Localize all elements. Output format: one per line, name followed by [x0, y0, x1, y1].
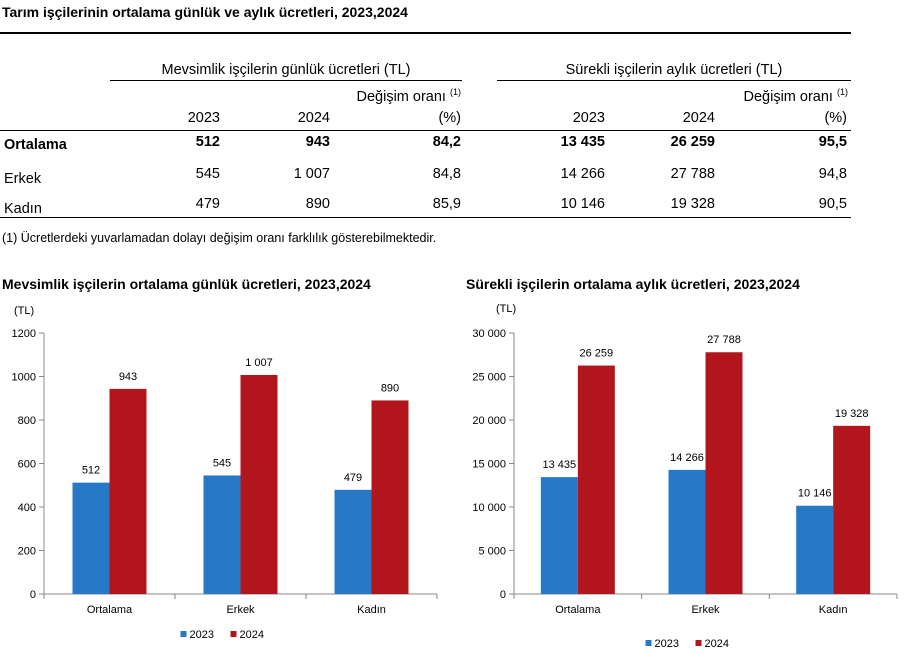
data-label: 479 [344, 472, 362, 484]
x-category-label: Kadın [357, 604, 386, 616]
bar-2024-kadın [371, 400, 409, 594]
y-tick-label: 0 [30, 589, 36, 601]
group2-header-rule [497, 80, 851, 81]
cell-s2024: 943 [305, 134, 330, 150]
y-tick-label: 5 000 [478, 546, 506, 558]
y-tick-label: 200 [18, 546, 36, 558]
cell-p2023: 14 266 [560, 166, 605, 182]
data-label: 13 435 [543, 459, 577, 471]
y-tick-label: 800 [18, 415, 36, 427]
data-label: 1 007 [245, 357, 273, 369]
data-label: 545 [213, 457, 231, 469]
group1-change-label: Değişim oranı (1) [356, 87, 461, 105]
bar-2024-ortalama [577, 365, 615, 594]
legend-swatch [230, 631, 237, 637]
col-s2024-header: 2024 [297, 110, 330, 126]
legend-swatch [180, 631, 187, 637]
x-category-label: Erkek [226, 604, 255, 616]
cell-s2023: 479 [195, 196, 220, 212]
group2-change-label: Değişim oranı (1) [743, 87, 848, 105]
table-header-rule [0, 130, 851, 131]
bar-2024-erkek [705, 352, 743, 594]
row-label: Ortalama [4, 137, 67, 153]
cell-s2024: 890 [305, 196, 330, 212]
bar-2023-ortalama [72, 482, 110, 594]
table-bottom-rule [0, 217, 851, 218]
x-category-label: Ortalama [555, 604, 601, 616]
bar-2023-kadın [796, 505, 834, 594]
bar-2023-erkek [668, 469, 706, 594]
legend-label: 2024 [240, 629, 264, 641]
data-label: 26 259 [580, 348, 614, 360]
cell-p2023: 10 146 [560, 196, 605, 212]
data-label: 943 [119, 371, 137, 383]
cell-pchange: 90,5 [818, 196, 847, 212]
group1-header: Mevsimlik işçilerin günlük ücretleri (TL… [161, 62, 411, 78]
cell-p2024: 26 259 [670, 134, 715, 150]
bar-2024-erkek [240, 374, 278, 594]
cell-p2024: 19 328 [670, 196, 715, 212]
group1-header-rule [110, 80, 462, 81]
x-category-label: Ortalama [87, 604, 133, 616]
y-tick-label: 10 000 [472, 502, 506, 514]
y-axis-unit-label: (TL) [14, 305, 34, 317]
data-label: 27 788 [707, 334, 741, 346]
y-tick-label: 15 000 [472, 459, 506, 471]
x-category-label: Erkek [691, 604, 720, 616]
bar-2023-kadın [334, 489, 372, 594]
x-category-label: Kadın [819, 604, 848, 616]
row-label: Kadın [4, 201, 42, 217]
data-label: 10 146 [798, 488, 832, 500]
y-tick-label: 25 000 [472, 372, 506, 384]
table-top-rule [0, 32, 851, 34]
y-tick-label: 1200 [12, 328, 36, 340]
cell-pchange: 94,8 [818, 166, 847, 182]
col-pchange-header: (%) [824, 110, 847, 126]
col-p2024-header: 2024 [682, 110, 715, 126]
cell-schange: 84,2 [432, 134, 461, 150]
data-label: 19 328 [835, 408, 869, 420]
cell-pchange: 95,5 [818, 134, 847, 150]
cell-schange: 85,9 [432, 196, 461, 212]
y-tick-label: 1000 [12, 372, 36, 384]
bar-2024-kadın [833, 425, 871, 594]
table-footnote: (1) Ücretlerdeki yuvarlamadan dolayı değ… [2, 231, 437, 245]
cell-s2024: 1 007 [293, 166, 330, 182]
cell-schange: 84,8 [432, 166, 461, 182]
y-tick-label: 0 [500, 589, 506, 601]
data-label: 14 266 [670, 452, 704, 464]
legend-swatch [645, 640, 652, 646]
bar-2023-ortalama [540, 477, 578, 594]
legend-label: 2023 [190, 629, 214, 641]
legend-label: 2023 [655, 638, 679, 650]
y-axis-unit-label: (TL) [496, 303, 516, 315]
group2-header: Sürekli işçilerin aylık ücretleri (TL) [565, 62, 783, 78]
data-label: 512 [82, 465, 100, 477]
chart2-title: Sürekli işçilerin ortalama aylık ücretle… [466, 276, 800, 292]
row-label: Erkek [4, 171, 42, 187]
legend-swatch [695, 640, 702, 646]
col-schange-header: (%) [438, 110, 461, 126]
page-title: Tarım işçilerinin ortalama günlük ve ayl… [2, 4, 408, 20]
y-tick-label: 20 000 [472, 415, 506, 427]
cell-p2024: 27 788 [670, 166, 715, 182]
bar-2024-ortalama [109, 388, 147, 594]
y-tick-label: 600 [18, 459, 36, 471]
chart1-title: Mevsimlik işçilerin ortalama günlük ücre… [2, 276, 371, 292]
col-p2023-header: 2023 [572, 110, 605, 126]
col-s2023-header: 2023 [187, 110, 220, 126]
bar-2023-erkek [203, 475, 241, 594]
y-tick-label: 30 000 [472, 328, 506, 340]
cell-s2023: 512 [195, 134, 220, 150]
data-label: 890 [381, 382, 399, 394]
cell-s2023: 545 [195, 166, 220, 182]
legend-label: 2024 [705, 638, 729, 650]
cell-p2023: 13 435 [560, 134, 605, 150]
y-tick-label: 400 [18, 502, 36, 514]
